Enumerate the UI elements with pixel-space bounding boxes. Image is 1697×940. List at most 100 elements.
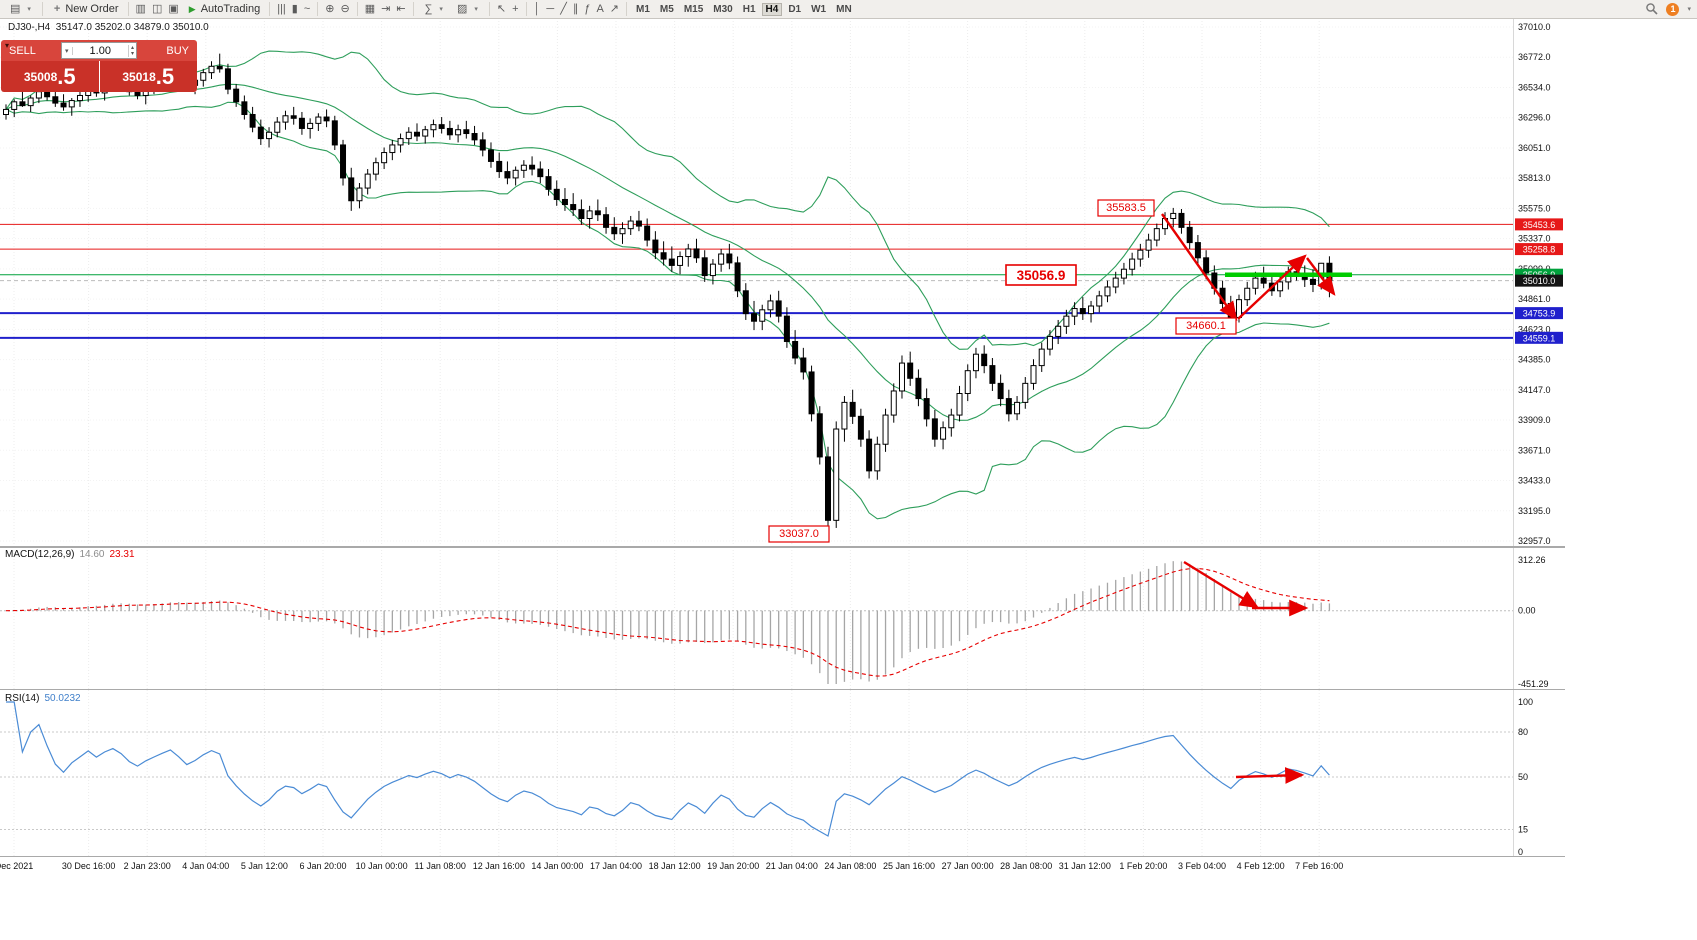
- svg-text:33037.0: 33037.0: [779, 528, 819, 540]
- buy-button[interactable]: BUY: [166, 44, 189, 57]
- timeframe-M1[interactable]: M1: [636, 3, 650, 15]
- svg-text:34623.0: 34623.0: [1518, 324, 1551, 334]
- svg-text:0: 0: [1518, 847, 1523, 856]
- trend-arrow[interactable]: [1237, 254, 1307, 320]
- timeframe-W1[interactable]: W1: [811, 3, 827, 15]
- indicators-button[interactable]: ∑ ▾: [419, 1, 449, 18]
- toolbar-separator: [488, 2, 490, 16]
- timeframe-D1[interactable]: D1: [788, 3, 802, 15]
- timeframe-M15[interactable]: M15: [683, 3, 704, 15]
- zoom-out-icon[interactable]: ⊖: [340, 2, 350, 15]
- timeframe-toolbar: M1 M5 M15 M30 H1 H4 D1 W1 MN: [632, 2, 856, 16]
- toolbar-separator: [412, 2, 414, 16]
- time-axis-label: 24 Jan 08:00: [824, 861, 877, 871]
- trend-arrow[interactable]: [1306, 257, 1336, 296]
- timeframe-MN[interactable]: MN: [836, 3, 852, 15]
- time-axis-label: 28 Jan 08:00: [1000, 861, 1053, 871]
- volume-value[interactable]: 1.00: [89, 44, 111, 57]
- text-tool-icon[interactable]: A: [596, 2, 604, 15]
- candlestick-chart-icon[interactable]: ▮: [291, 2, 298, 15]
- candlesticks[interactable]: [3, 53, 1333, 531]
- new-chart-icon: ▤: [10, 2, 21, 15]
- price-callout[interactable]: 34660.1: [1175, 317, 1237, 335]
- volume-dropdown-icon[interactable]: ▾: [62, 46, 73, 55]
- timeframe-H1[interactable]: H1: [742, 3, 756, 15]
- trendline-icon[interactable]: ╱: [560, 2, 567, 15]
- svg-text:33195.0: 33195.0: [1518, 506, 1551, 516]
- sell-button[interactable]: SELL: [9, 44, 36, 57]
- horizontal-line-icon[interactable]: ─: [546, 2, 555, 15]
- arrows-tool-icon[interactable]: ↗: [609, 2, 619, 15]
- toolbar-collapse-icon[interactable]: ▾: [1687, 5, 1691, 13]
- rsi-panel-canvas[interactable]: 100 80 50 15 0: [0, 690, 1697, 856]
- zoom-in-icon[interactable]: ⊕: [325, 2, 335, 15]
- search-icon[interactable]: [1643, 1, 1660, 18]
- trade-panel-collapse-icon[interactable]: ▾: [5, 41, 10, 50]
- time-axis-label: 7 Feb 16:00: [1295, 861, 1344, 871]
- channel-icon[interactable]: ∥: [572, 2, 579, 15]
- account-badge[interactable]: 1: [1666, 2, 1680, 16]
- volume-stepper[interactable]: ▴ ▾: [127, 44, 136, 57]
- bollinger-upper-band: [5, 50, 1330, 350]
- line-chart-icon[interactable]: ~: [303, 2, 311, 15]
- tile-windows-icon[interactable]: ▦: [364, 2, 376, 15]
- market-watch-icon[interactable]: ◫: [151, 2, 163, 15]
- toolbar-separator: [525, 2, 527, 16]
- chevron-down-icon[interactable]: ▾: [27, 5, 31, 13]
- time-axis-label: 25 Jan 16:00: [882, 861, 936, 871]
- fibonacci-icon[interactable]: ƒ: [584, 2, 591, 15]
- macd-annotation-arrow[interactable]: [1183, 560, 1260, 609]
- navigator-icon[interactable]: ▣: [168, 2, 179, 15]
- rsi-annotation-arrow[interactable]: [1235, 767, 1305, 784]
- toolbar-separator: [269, 2, 271, 16]
- time-axis-label: 4 Feb 12:00: [1236, 861, 1285, 871]
- svg-text:36534.0: 36534.0: [1518, 82, 1551, 92]
- auto-scroll-icon[interactable]: ⇥: [381, 2, 391, 15]
- macd-grid: [13, 547, 1320, 690]
- svg-text:34385.0: 34385.0: [1518, 355, 1551, 365]
- svg-text:35010.0: 35010.0: [1523, 276, 1556, 286]
- stepper-up-icon[interactable]: ▴: [130, 44, 134, 51]
- time-axis-label: 11 Jan 08:00: [414, 861, 466, 871]
- cursor-icon[interactable]: ↖: [496, 2, 507, 15]
- vertical-line-icon[interactable]: │: [533, 2, 541, 15]
- toolbar-separator: [127, 2, 129, 16]
- new-chart-button[interactable]: ▤ ▾: [4, 1, 37, 18]
- buy-price[interactable]: 35018.5: [99, 61, 197, 92]
- charts-icon[interactable]: ▥: [135, 2, 146, 15]
- templates-button[interactable]: ▨ ▾: [451, 1, 484, 18]
- time-axis-label: 19 Jan 20:00: [707, 861, 760, 871]
- timeframe-M5[interactable]: M5: [659, 3, 674, 15]
- autotrading-button[interactable]: ▶ AutoTrading: [183, 1, 264, 18]
- timeframe-H4[interactable]: H4: [761, 2, 783, 16]
- svg-text:34861.0: 34861.0: [1518, 294, 1551, 304]
- stepper-down-icon[interactable]: ▾: [130, 50, 134, 57]
- price-callout[interactable]: 35056.9: [1005, 264, 1077, 286]
- chart-symbol-info: DJ30-,H4 35147.0 35202.0 34879.0 35010.0: [8, 22, 209, 33]
- sell-price[interactable]: 35008.5: [1, 61, 99, 92]
- svg-text:33433.0: 33433.0: [1518, 476, 1551, 486]
- indicators-icon: ∑: [424, 2, 433, 15]
- time-axis: Dec 2021 30 Dec 16:00 2 Jan 23:00 4 Jan 04:…: [0, 856, 1565, 877]
- bid-price-tag: [1515, 274, 1563, 287]
- toolbar-separator: [356, 2, 358, 16]
- svg-text:34753.9: 34753.9: [1523, 309, 1556, 319]
- crosshair-icon[interactable]: +: [512, 2, 519, 15]
- timeframe-M30[interactable]: M30: [713, 3, 733, 15]
- time-axis-label: 18 Jan 12:00: [648, 861, 701, 871]
- trend-arrow[interactable]: [1161, 213, 1238, 321]
- new-order-button[interactable]: + New Order: [48, 1, 123, 18]
- time-axis-label: Dec 2021: [0, 861, 34, 871]
- svg-text:34559.1: 34559.1: [1523, 333, 1556, 343]
- bar-chart-icon[interactable]: |||: [277, 2, 286, 15]
- svg-text:36051.0: 36051.0: [1518, 143, 1551, 153]
- price-callout[interactable]: 33037.0: [768, 525, 830, 543]
- chart-shift-icon[interactable]: ⇤: [396, 2, 406, 15]
- main-chart-canvas[interactable]: 35583.5 35056.9 34660.1 33037.0 37010.0 36772…: [0, 18, 1697, 547]
- svg-text:33909.0: 33909.0: [1518, 415, 1551, 425]
- rsi-value: 50.0232: [44, 693, 81, 704]
- time-axis-label: 3 Feb 04:00: [1177, 861, 1227, 871]
- price-callout[interactable]: 35583.5: [1097, 199, 1155, 217]
- macd-panel-canvas[interactable]: 312.26 0.00 -451.29: [0, 547, 1697, 690]
- new-order-icon: +: [53, 2, 61, 15]
